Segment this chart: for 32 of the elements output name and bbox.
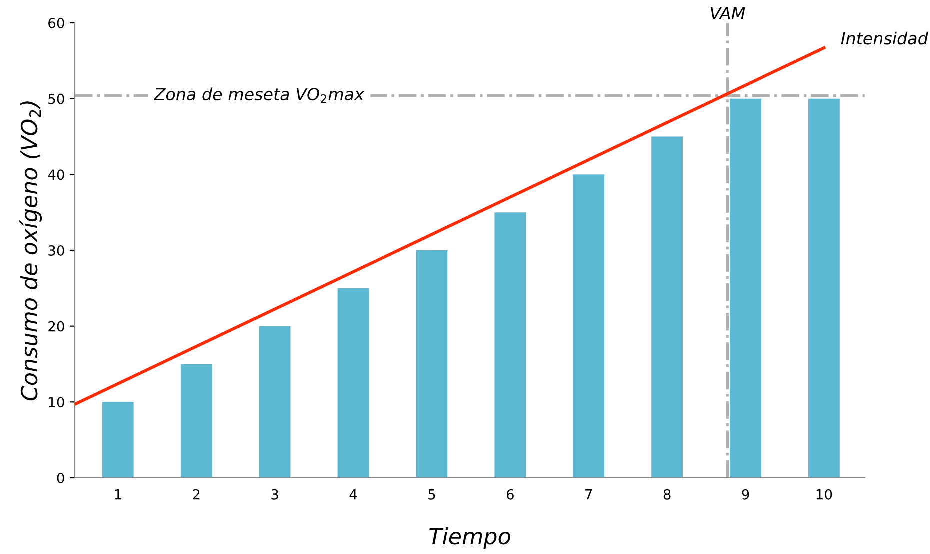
- annotation: Intensidad: [841, 32, 928, 45]
- bar: [102, 402, 134, 478]
- y-tick-label: 40: [48, 170, 64, 180]
- x-axis-title: Tiempo: [430, 528, 510, 550]
- bar: [180, 364, 212, 478]
- x-tick-label: 7: [586, 490, 592, 500]
- y-tick-label: 60: [48, 18, 64, 28]
- bar: [573, 174, 605, 478]
- x-tick-label: 4: [350, 490, 358, 500]
- x-tick-label: 9: [742, 489, 750, 500]
- bar: [259, 326, 291, 478]
- y-tick-label: 30: [48, 245, 64, 256]
- x-tick-label: 2: [193, 489, 200, 500]
- x-tick-label: 3: [272, 489, 278, 500]
- bar: [808, 98, 840, 478]
- bar: [338, 288, 370, 478]
- x-tick-label: 8: [664, 489, 671, 500]
- bar: [730, 98, 762, 478]
- bar: [652, 136, 683, 478]
- ref-line-label: Zona de meseta VO$_{2}$max: [154, 88, 365, 104]
- bar: [416, 250, 448, 478]
- ref-line-label: VAM: [710, 7, 746, 20]
- y-axis-title: Consumo de oxígeno (VO$_{2}$): [20, 102, 42, 401]
- x-tick-label: 6: [506, 489, 514, 500]
- y-tick-label: 20: [48, 321, 64, 332]
- y-tick-label: 0: [57, 472, 64, 484]
- bar: [494, 212, 526, 478]
- y-tick-label: 50: [48, 94, 64, 104]
- x-tick-label: 10: [816, 489, 832, 500]
- y-tick-label: 10: [49, 397, 64, 408]
- x-tick-label: 5: [428, 490, 436, 500]
- x-tick-label: 1: [115, 490, 122, 500]
